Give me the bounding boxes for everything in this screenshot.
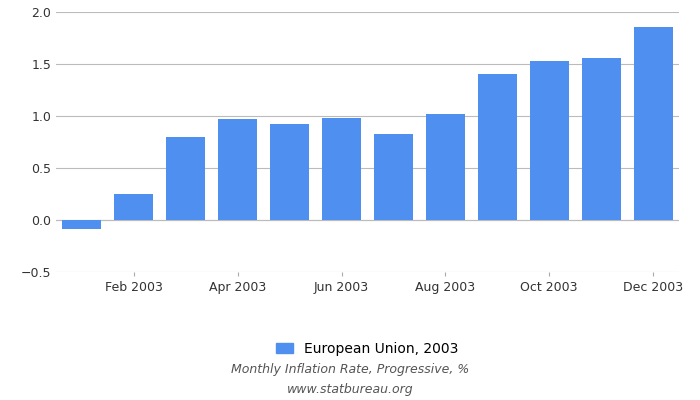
Text: Monthly Inflation Rate, Progressive, %: Monthly Inflation Rate, Progressive, % bbox=[231, 364, 469, 376]
Bar bbox=[167, 137, 205, 220]
Bar bbox=[270, 124, 309, 220]
Bar bbox=[426, 114, 465, 220]
Legend: European Union, 2003: European Union, 2003 bbox=[271, 336, 464, 361]
Bar bbox=[322, 118, 361, 220]
Bar bbox=[582, 58, 621, 220]
Bar bbox=[114, 194, 153, 220]
Bar bbox=[530, 61, 568, 220]
Bar bbox=[62, 220, 102, 229]
Text: www.statbureau.org: www.statbureau.org bbox=[287, 384, 413, 396]
Bar bbox=[218, 119, 257, 220]
Bar bbox=[478, 74, 517, 220]
Bar bbox=[634, 26, 673, 220]
Bar bbox=[374, 134, 413, 220]
